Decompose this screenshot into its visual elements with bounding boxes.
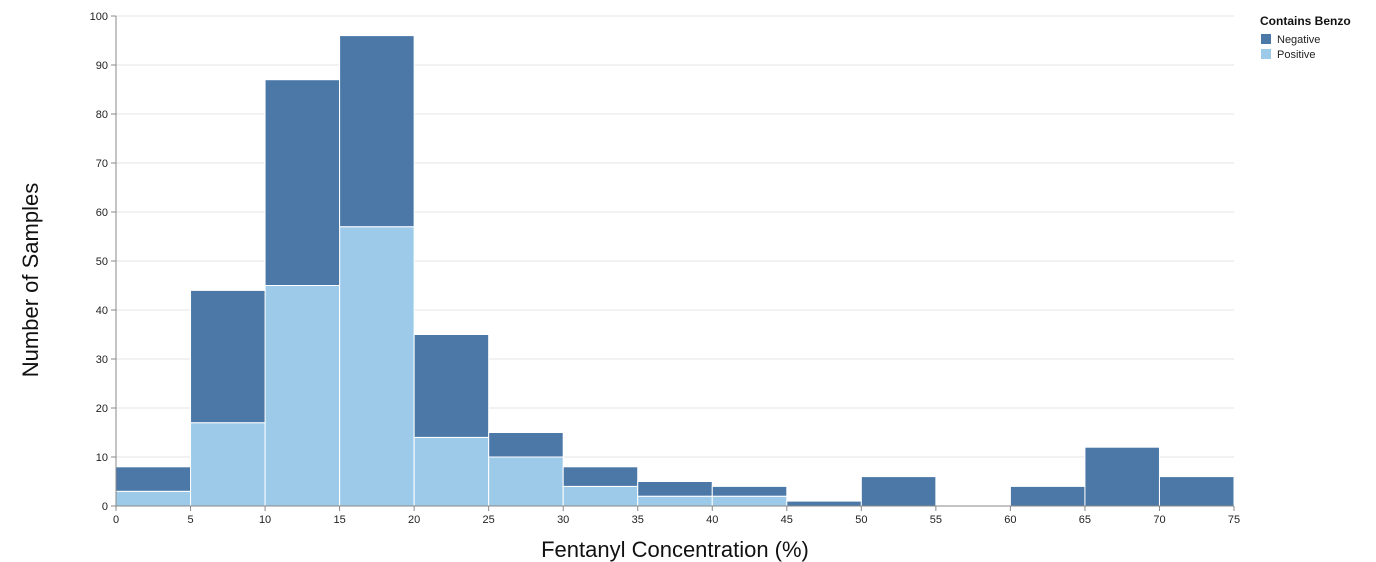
legend: Contains Benzo Negative Positive xyxy=(1260,14,1351,61)
bar-positive-40-45 xyxy=(711,495,788,507)
bar-negative-45-50 xyxy=(786,500,862,507)
bar-negative-0-5 xyxy=(115,466,192,492)
bar-negative-5-10 xyxy=(190,289,266,424)
y-tick-label: 60 xyxy=(96,207,108,219)
x-tick-label: 20 xyxy=(408,514,420,526)
y-tick-label: 70 xyxy=(96,158,108,170)
bar-positive-10-15 xyxy=(264,285,341,507)
y-tick-label: 40 xyxy=(96,305,108,317)
x-tick-label: 55 xyxy=(930,514,942,526)
bar-negative-50-55 xyxy=(860,476,937,507)
bar-negative-40-45 xyxy=(711,485,788,497)
y-tick-label: 10 xyxy=(96,452,108,464)
x-tick-label: 50 xyxy=(855,514,867,526)
bar-negative-30-35 xyxy=(562,466,639,487)
y-tick-label: 100 xyxy=(90,11,108,23)
bar-positive-5-10 xyxy=(190,422,266,507)
x-tick-label: 5 xyxy=(187,514,193,526)
x-tick-label: 30 xyxy=(557,514,569,526)
y-tick-label: 80 xyxy=(96,109,108,121)
x-tick-label: 0 xyxy=(113,514,119,526)
bar-negative-65-70 xyxy=(1084,446,1160,507)
legend-swatch-positive xyxy=(1261,49,1271,59)
x-tick-label: 40 xyxy=(706,514,718,526)
x-tick-label: 35 xyxy=(632,514,644,526)
y-tick-label: 20 xyxy=(96,403,108,415)
x-axis-title: Fentanyl Concentration (%) xyxy=(541,537,809,562)
x-tick-label: 45 xyxy=(781,514,793,526)
bars xyxy=(115,35,1235,507)
legend-label-positive: Positive xyxy=(1277,49,1316,61)
bar-negative-70-75 xyxy=(1158,476,1235,507)
x-tick-label: 60 xyxy=(1004,514,1016,526)
y-axis-title: Number of Samples xyxy=(18,183,43,377)
legend-swatch-negative xyxy=(1261,34,1271,44)
bar-positive-30-35 xyxy=(562,485,639,507)
x-tick-label: 15 xyxy=(333,514,345,526)
x-tick-label: 25 xyxy=(483,514,495,526)
axes: 0 10 20 30 40 50 60 70 80 90 100 0 5 10 15 20 25 30 35 40 45… xyxy=(90,11,1240,526)
bar-positive-20-25 xyxy=(413,436,490,507)
x-tick-label: 70 xyxy=(1153,514,1165,526)
legend-title: Contains Benzo xyxy=(1260,14,1351,28)
bar-positive-15-20 xyxy=(339,226,415,507)
bar-negative-15-20 xyxy=(339,35,415,228)
bar-positive-0-5 xyxy=(115,490,192,507)
bar-negative-35-40 xyxy=(637,481,713,497)
y-tick-label: 30 xyxy=(96,354,108,366)
bar-negative-60-65 xyxy=(1009,485,1086,507)
y-tick-label: 90 xyxy=(96,60,108,72)
y-tick-label: 50 xyxy=(96,256,108,268)
bar-positive-35-40 xyxy=(637,495,713,507)
y-tick-label: 0 xyxy=(102,501,108,513)
bar-negative-25-30 xyxy=(488,432,564,458)
bar-negative-10-15 xyxy=(264,79,341,286)
bar-positive-25-30 xyxy=(488,456,564,507)
bar-negative-20-25 xyxy=(413,334,490,438)
x-tick-label: 75 xyxy=(1228,514,1240,526)
legend-label-negative: Negative xyxy=(1277,34,1320,46)
x-tick-label: 10 xyxy=(259,514,271,526)
x-tick-label: 65 xyxy=(1079,514,1091,526)
